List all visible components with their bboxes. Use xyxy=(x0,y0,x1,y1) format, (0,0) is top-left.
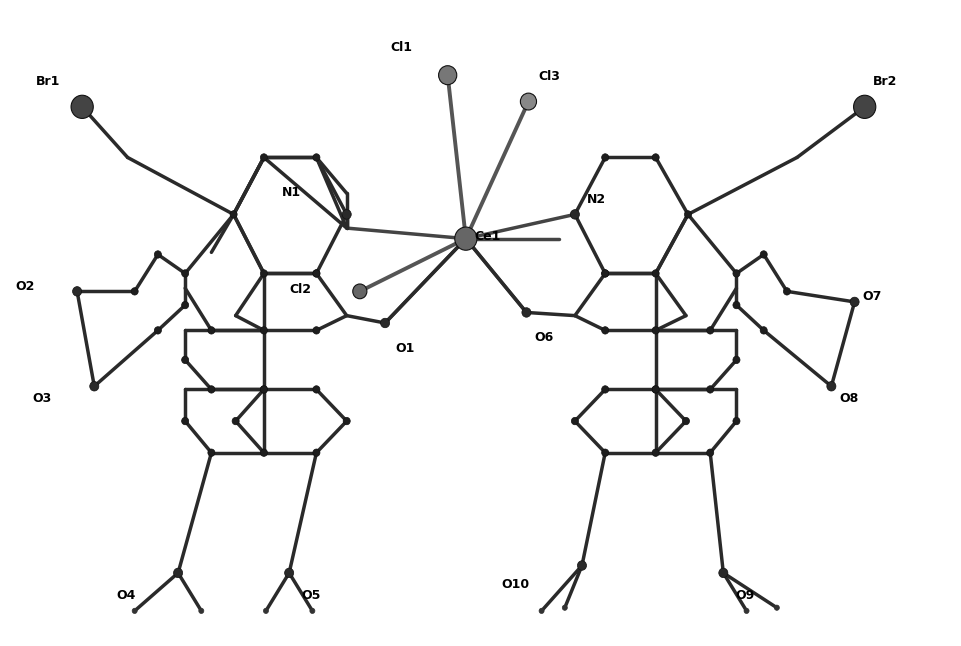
Circle shape xyxy=(601,386,608,393)
Circle shape xyxy=(683,211,691,218)
Circle shape xyxy=(601,327,608,334)
Circle shape xyxy=(199,609,204,614)
Circle shape xyxy=(455,227,477,250)
Circle shape xyxy=(182,302,188,309)
Circle shape xyxy=(232,417,239,425)
Circle shape xyxy=(260,386,267,393)
Circle shape xyxy=(438,66,456,85)
Circle shape xyxy=(312,449,320,456)
Text: O6: O6 xyxy=(534,331,554,344)
Circle shape xyxy=(601,270,608,277)
Circle shape xyxy=(260,270,267,277)
Text: N1: N1 xyxy=(282,185,301,198)
Circle shape xyxy=(652,386,658,393)
Circle shape xyxy=(154,327,161,334)
Circle shape xyxy=(732,270,739,277)
Circle shape xyxy=(759,327,767,334)
Circle shape xyxy=(774,605,778,610)
Circle shape xyxy=(312,154,320,161)
Text: Br1: Br1 xyxy=(36,75,60,88)
Text: Cl2: Cl2 xyxy=(289,283,311,296)
Circle shape xyxy=(263,609,268,614)
Text: O8: O8 xyxy=(839,391,858,404)
Text: Ce1: Ce1 xyxy=(474,230,500,243)
Text: O1: O1 xyxy=(395,342,414,355)
Circle shape xyxy=(312,270,320,277)
Circle shape xyxy=(381,318,389,328)
Circle shape xyxy=(312,270,320,277)
Circle shape xyxy=(260,449,267,456)
Circle shape xyxy=(312,386,320,393)
Circle shape xyxy=(782,287,790,295)
Circle shape xyxy=(72,287,82,296)
Circle shape xyxy=(520,93,536,110)
Circle shape xyxy=(154,251,161,258)
Circle shape xyxy=(182,270,188,277)
Circle shape xyxy=(652,386,658,393)
Text: O9: O9 xyxy=(734,589,754,601)
Text: O7: O7 xyxy=(862,290,881,303)
Circle shape xyxy=(732,417,739,425)
Circle shape xyxy=(131,287,138,295)
Circle shape xyxy=(652,449,658,456)
Text: O5: O5 xyxy=(301,589,320,601)
Text: Cl1: Cl1 xyxy=(390,41,412,54)
Circle shape xyxy=(732,302,739,309)
Circle shape xyxy=(825,382,835,391)
Circle shape xyxy=(132,609,137,614)
Circle shape xyxy=(522,307,530,317)
Circle shape xyxy=(601,154,608,161)
Circle shape xyxy=(681,417,689,425)
Text: N2: N2 xyxy=(586,193,605,206)
Circle shape xyxy=(652,154,658,161)
Circle shape xyxy=(182,417,188,425)
Circle shape xyxy=(706,449,713,456)
Circle shape xyxy=(561,605,567,610)
Circle shape xyxy=(342,210,351,219)
Circle shape xyxy=(538,609,544,614)
Circle shape xyxy=(230,211,237,218)
Circle shape xyxy=(571,417,578,425)
Circle shape xyxy=(260,386,267,393)
Circle shape xyxy=(577,561,586,570)
Circle shape xyxy=(706,386,713,393)
Circle shape xyxy=(208,327,214,334)
Circle shape xyxy=(570,210,579,219)
Circle shape xyxy=(89,382,99,391)
Circle shape xyxy=(71,95,93,118)
Circle shape xyxy=(260,154,267,161)
Text: O3: O3 xyxy=(33,391,52,404)
Circle shape xyxy=(652,327,658,334)
Circle shape xyxy=(601,270,608,277)
Circle shape xyxy=(601,449,608,456)
Circle shape xyxy=(208,449,214,456)
Circle shape xyxy=(173,568,183,578)
Circle shape xyxy=(182,356,188,364)
Text: O2: O2 xyxy=(15,280,35,293)
Circle shape xyxy=(850,297,858,307)
Circle shape xyxy=(208,386,214,393)
Circle shape xyxy=(743,609,749,614)
Circle shape xyxy=(309,609,314,614)
Text: Br2: Br2 xyxy=(872,75,897,88)
Text: O10: O10 xyxy=(501,578,529,591)
Circle shape xyxy=(260,327,267,334)
Circle shape xyxy=(706,327,713,334)
Circle shape xyxy=(312,327,320,334)
Circle shape xyxy=(652,270,658,277)
Circle shape xyxy=(343,417,350,425)
Circle shape xyxy=(353,284,366,298)
Circle shape xyxy=(759,251,767,258)
Circle shape xyxy=(284,568,293,578)
Circle shape xyxy=(732,356,739,364)
Circle shape xyxy=(718,568,727,578)
Text: Cl3: Cl3 xyxy=(538,70,560,83)
Text: O4: O4 xyxy=(116,589,136,601)
Circle shape xyxy=(852,95,875,118)
